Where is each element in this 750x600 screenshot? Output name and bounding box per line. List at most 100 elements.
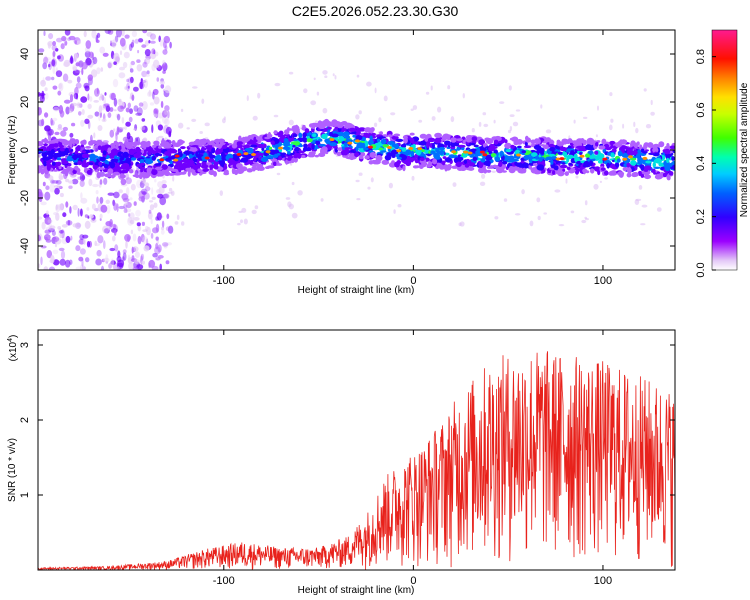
- heatmap-cell: [138, 190, 145, 199]
- heatmap-cell: [559, 164, 568, 169]
- heatmap-cell: [138, 102, 144, 107]
- heatmap-cell: [542, 144, 550, 150]
- heatmap-cell: [669, 145, 675, 150]
- heatmap-cell: [159, 263, 162, 270]
- heatmap-cell: [109, 161, 116, 169]
- heatmap-cell: [343, 149, 350, 154]
- heatmap-cell: [450, 137, 457, 143]
- heatmap-cell: [392, 143, 397, 147]
- heatmap-cell: [583, 160, 590, 168]
- heatmap-cell: [651, 168, 656, 173]
- heatmap-cell: [91, 155, 99, 159]
- heatmap-cell: [557, 142, 563, 147]
- heatmap-cell: [181, 163, 185, 170]
- heatmap-cell: [120, 105, 124, 110]
- heatmap-cell: [358, 155, 364, 160]
- heatmap-cell: [604, 170, 609, 176]
- heatmap-cell: [593, 183, 599, 190]
- heatmap-cell: [493, 139, 499, 145]
- heatmap-cell: [554, 189, 561, 193]
- heatmap-cell: [484, 154, 493, 161]
- colorbar-tick-label: 0.6: [695, 102, 707, 117]
- heatmap-cell: [85, 257, 90, 263]
- heatmap-cell: [618, 171, 624, 178]
- heatmap-cell: [531, 152, 538, 157]
- heatmap-cell: [292, 141, 300, 146]
- heatmap-cell: [97, 167, 106, 170]
- heatmap-cell: [134, 38, 139, 44]
- heatmap-cell: [438, 149, 445, 156]
- heatmap-cell: [137, 49, 140, 54]
- heatmap-cell: [149, 200, 154, 203]
- heatmap-cell: [154, 51, 159, 57]
- heatmap-cell: [158, 146, 162, 149]
- heatmap-cell: [336, 122, 344, 129]
- heatmap-cell: [55, 48, 59, 52]
- heatmap-cell: [635, 198, 642, 202]
- heatmap-cell: [58, 166, 62, 170]
- heatmap-cell: [390, 112, 396, 116]
- heatmap-cell: [555, 157, 561, 161]
- heatmap-cell: [273, 161, 277, 166]
- heatmap-cell: [303, 88, 308, 94]
- heatmap-cell: [50, 149, 55, 155]
- heatmap-cell: [60, 250, 66, 260]
- heatmap-cell: [594, 150, 599, 155]
- heatmap-cell: [44, 191, 51, 201]
- heatmap-cell: [102, 52, 109, 57]
- heatmap-cell: [152, 88, 159, 96]
- heatmap-cell: [178, 171, 187, 175]
- heatmap-cell: [81, 61, 88, 70]
- heatmap-cell: [148, 209, 152, 214]
- heatmap-cell: [424, 137, 429, 142]
- spectrogram-xlabel: Height of straight line (km): [298, 285, 415, 296]
- heatmap-cell: [478, 121, 482, 127]
- heatmap-cell: [78, 256, 84, 262]
- heatmap-cell: [130, 60, 135, 66]
- heatmap-cell: [516, 153, 521, 157]
- heatmap-cell: [103, 177, 108, 185]
- heatmap-cell: [109, 247, 116, 252]
- heatmap-cell: [614, 142, 623, 148]
- heatmap-cell: [69, 206, 72, 214]
- heatmap-cell: [549, 153, 556, 157]
- heatmap-cell: [129, 108, 133, 114]
- heatmap-cell: [59, 110, 65, 118]
- heatmap-cell: [132, 174, 140, 178]
- heatmap-cell: [425, 91, 430, 95]
- heatmap-cell: [298, 150, 305, 154]
- heatmap-cell: [321, 146, 327, 153]
- heatmap-cell: [251, 163, 258, 167]
- heatmap-cell: [126, 132, 131, 140]
- heatmap-cell: [343, 128, 347, 132]
- heatmap-cell: [337, 131, 345, 137]
- y-tick-label: 0: [19, 147, 31, 153]
- heatmap-cell: [150, 218, 153, 225]
- heatmap-cell: [119, 174, 126, 179]
- heatmap-cell: [129, 68, 134, 73]
- heatmap-cell: [125, 208, 128, 213]
- heatmap-cell: [127, 102, 131, 109]
- heatmap-cell: [397, 204, 402, 208]
- heatmap-cell: [491, 170, 496, 173]
- heatmap-cell: [91, 140, 97, 145]
- heatmap-cell: [622, 123, 625, 129]
- heatmap-cell: [62, 126, 68, 132]
- heatmap-cell: [80, 144, 85, 148]
- heatmap-cell: [288, 119, 294, 126]
- heatmap-cell: [120, 30, 125, 37]
- heatmap-cell: [633, 121, 636, 127]
- heatmap-cell: [450, 116, 455, 123]
- heatmap-cell: [345, 138, 352, 142]
- heatmap-cell: [145, 159, 154, 165]
- heatmap-cell: [52, 85, 58, 90]
- heatmap-cell: [379, 131, 383, 135]
- heatmap-cell: [99, 157, 107, 160]
- heatmap-cell: [87, 103, 92, 110]
- heatmap-cell: [167, 225, 174, 234]
- heatmap-cell: [57, 90, 62, 96]
- heatmap-cell: [46, 164, 51, 171]
- heatmap-cell: [204, 122, 210, 127]
- heatmap-cell: [498, 161, 503, 168]
- heatmap-cell: [52, 140, 59, 144]
